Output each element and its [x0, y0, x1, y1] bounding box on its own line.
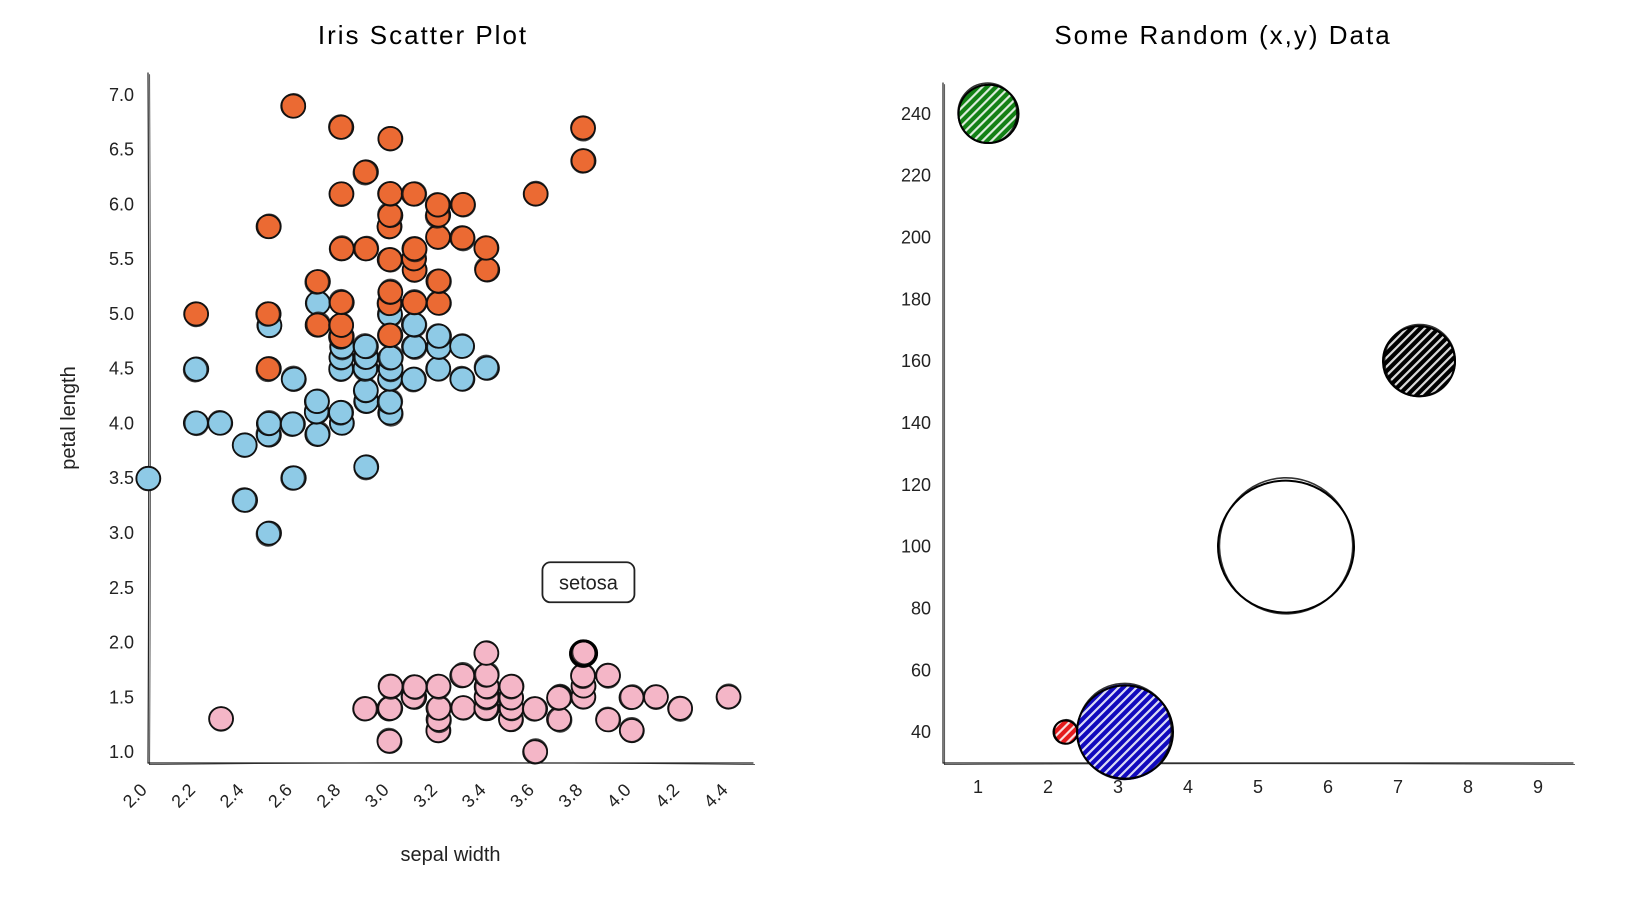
- svg-text:200: 200: [901, 228, 931, 248]
- iris-chart-wrap: 1.0 1.5 2.0 2.5 3.0 3.5 4.0 4.5 5.0 5.5 6.0 6.5 7.0 2…: [53, 63, 793, 883]
- svg-text:3.4: 3.4: [458, 780, 490, 812]
- svg-text:120: 120: [901, 475, 931, 495]
- svg-text:5.5: 5.5: [109, 249, 134, 269]
- random-title: Some Random (x,y) Data: [853, 20, 1593, 51]
- svg-text:2.0: 2.0: [109, 633, 134, 653]
- svg-text:1: 1: [973, 777, 983, 797]
- svg-text:180: 180: [901, 289, 931, 309]
- svg-text:2.6: 2.6: [264, 780, 296, 812]
- bubble-svg: 406080100120140160180200220240123456789: [853, 63, 1593, 843]
- svg-text:7: 7: [1393, 777, 1403, 797]
- svg-text:4.0: 4.0: [109, 413, 134, 433]
- svg-text:setosa: setosa: [559, 572, 619, 594]
- svg-text:160: 160: [901, 351, 931, 371]
- svg-text:3.8: 3.8: [555, 780, 587, 812]
- svg-text:4.5: 4.5: [109, 359, 134, 379]
- svg-text:40: 40: [911, 722, 931, 742]
- iris-title: Iris Scatter Plot: [53, 20, 793, 51]
- svg-text:4.2: 4.2: [651, 780, 683, 812]
- svg-text:sepal width: sepal width: [400, 844, 500, 866]
- svg-text:2.2: 2.2: [167, 780, 199, 812]
- svg-text:5: 5: [1253, 777, 1263, 797]
- svg-text:2.4: 2.4: [216, 780, 248, 812]
- svg-text:5.0: 5.0: [109, 304, 134, 324]
- svg-text:60: 60: [911, 660, 931, 680]
- svg-text:8: 8: [1463, 777, 1473, 797]
- svg-text:80: 80: [911, 598, 931, 618]
- svg-text:7.0: 7.0: [109, 85, 134, 105]
- svg-text:3.6: 3.6: [506, 780, 538, 812]
- svg-text:3.0: 3.0: [109, 523, 134, 543]
- svg-text:9: 9: [1533, 777, 1543, 797]
- svg-text:6: 6: [1323, 777, 1333, 797]
- svg-text:2: 2: [1043, 777, 1053, 797]
- svg-text:2.5: 2.5: [109, 578, 134, 598]
- charts-container: Iris Scatter Plot 1.0 1.5 2.0 2.5 3.0 3.5 4.0 4…: [20, 20, 1626, 883]
- svg-text:3.5: 3.5: [109, 468, 134, 488]
- random-bubble-panel: Some Random (x,y) Data 40608010012014016…: [853, 20, 1593, 843]
- svg-text:4.0: 4.0: [603, 780, 635, 812]
- svg-text:240: 240: [901, 104, 931, 124]
- svg-text:4.4: 4.4: [700, 780, 732, 812]
- svg-text:1.5: 1.5: [109, 687, 134, 707]
- iris-svg: 1.0 1.5 2.0 2.5 3.0 3.5 4.0 4.5 5.0 5.5 6.0 6.5 7.0 2…: [53, 63, 773, 883]
- svg-text:2.8: 2.8: [313, 780, 345, 812]
- iris-scatter-panel: Iris Scatter Plot 1.0 1.5 2.0 2.5 3.0 3.5 4.0 4…: [53, 20, 793, 883]
- svg-text:2.0: 2.0: [119, 780, 151, 812]
- svg-text:220: 220: [901, 166, 931, 186]
- svg-text:100: 100: [901, 537, 931, 557]
- svg-text:4: 4: [1183, 777, 1193, 797]
- svg-text:6.5: 6.5: [109, 140, 134, 160]
- svg-text:1.0: 1.0: [109, 742, 134, 762]
- svg-text:3.2: 3.2: [409, 780, 441, 812]
- svg-text:6.0: 6.0: [109, 194, 134, 214]
- svg-text:petal length: petal length: [58, 366, 80, 469]
- svg-text:140: 140: [901, 413, 931, 433]
- svg-text:3.0: 3.0: [361, 780, 393, 812]
- random-chart-wrap: 406080100120140160180200220240123456789: [853, 63, 1593, 843]
